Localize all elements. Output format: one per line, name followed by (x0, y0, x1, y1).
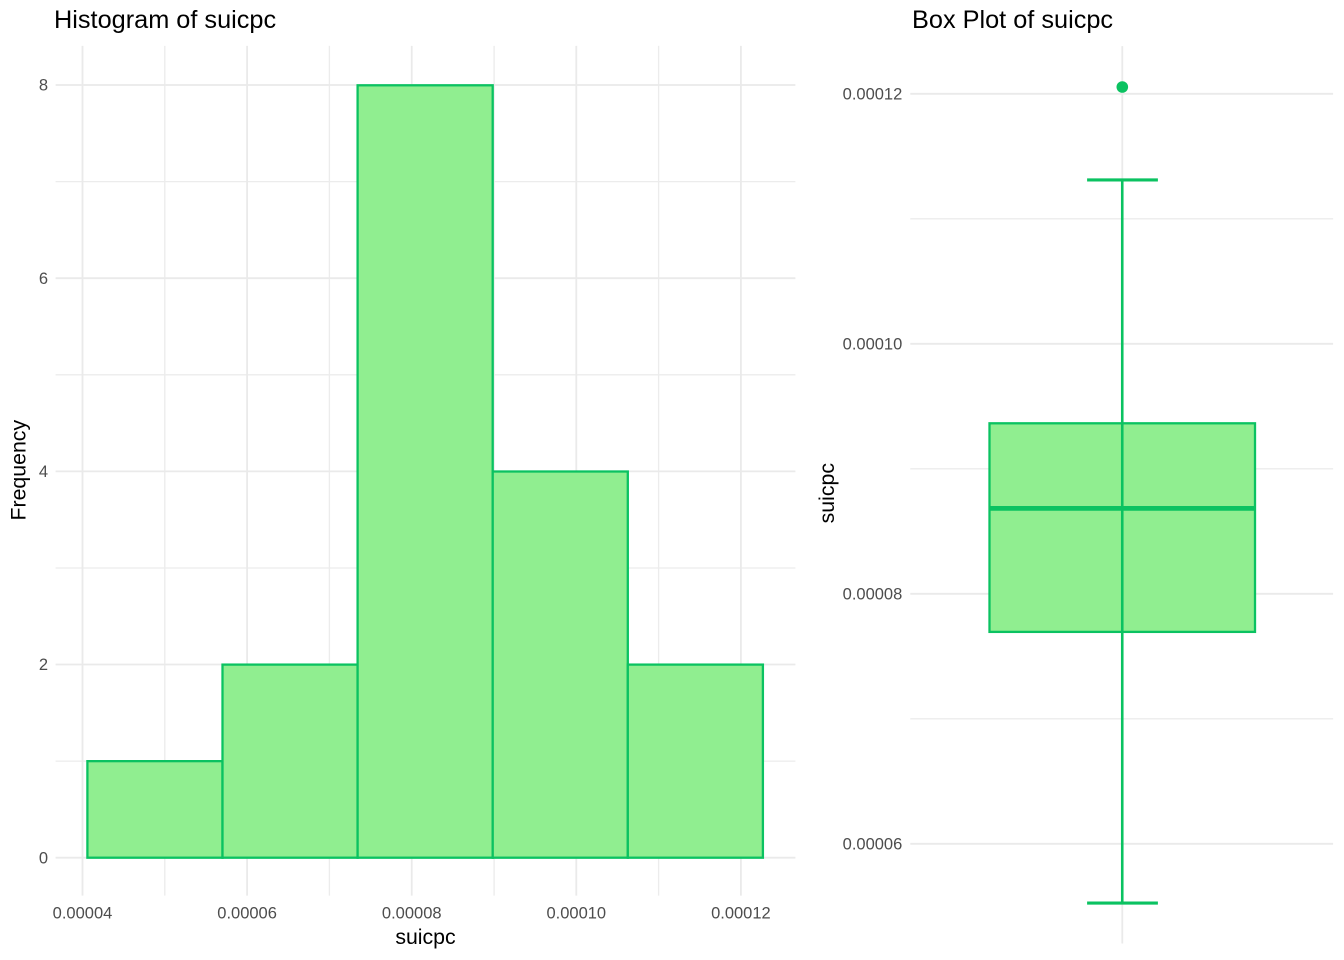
svg-text:0.00006: 0.00006 (843, 836, 903, 854)
svg-text:0.00012: 0.00012 (711, 905, 771, 923)
svg-text:4: 4 (39, 463, 48, 481)
svg-text:0.00008: 0.00008 (843, 586, 903, 604)
svg-text:0.00012: 0.00012 (843, 86, 903, 104)
svg-text:0.00004: 0.00004 (53, 905, 113, 923)
svg-text:0.00008: 0.00008 (382, 905, 442, 923)
svg-text:Frequency: Frequency (6, 420, 30, 521)
svg-text:8: 8 (39, 77, 48, 95)
svg-text:2: 2 (39, 656, 48, 674)
svg-text:suicpc: suicpc (395, 925, 456, 949)
svg-text:Histogram of suicpc: Histogram of suicpc (54, 6, 276, 34)
svg-text:0.00010: 0.00010 (546, 905, 606, 923)
svg-text:6: 6 (39, 270, 48, 288)
svg-text:0: 0 (39, 849, 48, 867)
svg-text:suicpc: suicpc (815, 463, 839, 524)
svg-text:Box Plot of suicpc: Box Plot of suicpc (912, 6, 1113, 34)
svg-text:0.00006: 0.00006 (217, 905, 277, 923)
svg-text:0.00010: 0.00010 (843, 336, 903, 354)
